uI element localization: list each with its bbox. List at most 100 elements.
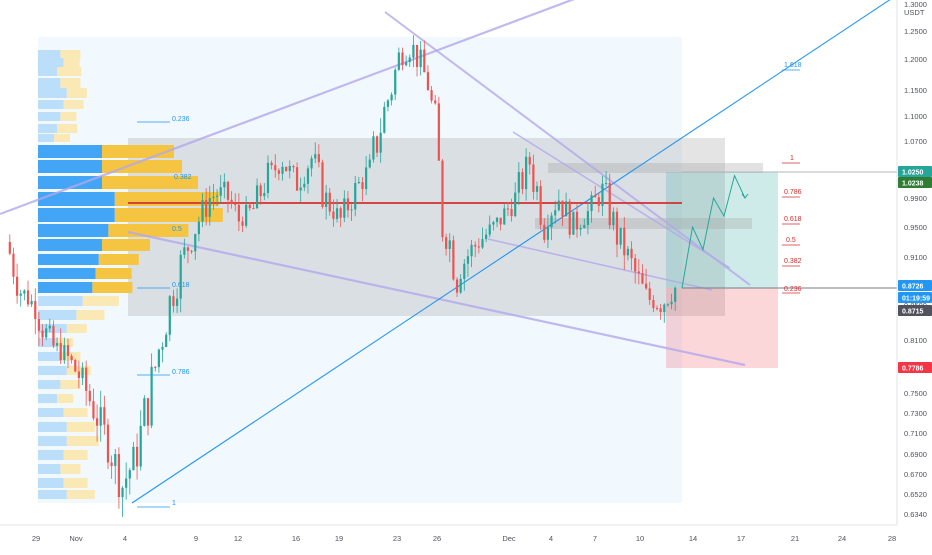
candle-body [212,196,215,199]
stop-zone-box[interactable] [666,288,778,368]
candle [470,240,473,268]
candle-body [139,425,142,467]
candle-body [230,199,233,204]
candle-body [557,200,560,211]
price-tick-label: 0.6520 [904,490,927,499]
volume-profile-bar-sell [60,112,77,121]
volume-profile-bar-sell [66,88,87,98]
time-axis[interactable]: 29 Nov 4 9 12 16 19 23 26 Dec 4 7 10 14 17 21 24 28 [0,524,932,550]
candle [154,366,157,372]
candle-body [303,183,306,188]
price-axis[interactable]: USDT 1.3000 1.2500 1.2000 1.1500 1.1000 1.070… [896,0,932,525]
wedge-upper-line[interactable] [0,0,585,216]
candle-body [390,94,393,101]
fib-left-label-05: 0.5 [172,226,182,233]
volume-profile-bar-sell [66,324,87,333]
candle [266,155,270,199]
candle-body [332,211,335,219]
candle [546,214,550,249]
candle-body [586,211,590,225]
time-tick-label: 14 [689,534,697,543]
candle-body [488,224,491,235]
candle [270,160,273,170]
price-tick-label: 0.9500 [904,223,927,232]
candle [146,397,150,436]
candle-body [394,69,397,95]
ascending-trendline[interactable] [131,0,897,504]
candle-body [383,106,386,133]
candle-body [37,319,41,331]
candle [535,181,539,201]
candle [143,395,146,427]
candle-body [55,343,59,346]
candle [572,211,575,235]
volume-profile-bar-buy [38,78,61,88]
candle-body [179,254,182,299]
candle-body [226,181,230,200]
projection-path[interactable] [681,174,749,289]
volume-profile-bar-sell [102,176,198,189]
candle-body [408,57,411,63]
candle [499,217,502,231]
candle-body [357,182,360,184]
candle-body [637,271,640,274]
fib-right-label-0236: 0.236 [784,286,802,293]
candle [452,235,455,281]
target-zone-box[interactable] [666,172,778,288]
candle-body [561,200,564,217]
fib-retracement-right[interactable]: 1 0.786 0.618 0.5 0.382 0.236 [782,155,802,294]
candle [194,233,197,260]
candle-body [459,278,462,293]
candle [66,338,70,369]
candle-body [350,209,353,211]
candle-body [314,154,317,159]
candle [23,289,26,301]
candle-body [223,181,226,188]
candle-body [34,300,37,320]
wedge-lower-line[interactable] [127,230,746,367]
candle [485,228,488,243]
candle [401,47,404,71]
volume-profile [38,50,223,499]
fib-left-label-0786: 0.786 [172,369,190,376]
price-tick-label: 1.2000 [904,55,927,64]
candle-body [215,195,219,197]
channel-lower-line[interactable] [487,238,713,291]
candle [201,193,204,228]
candle [448,233,451,263]
candle [52,320,55,349]
volume-profile-bar-buy [38,464,61,474]
candle [612,207,615,231]
candle-body [354,182,357,210]
channel-upper-line[interactable] [512,131,731,269]
candle [565,192,568,217]
candle-body [641,273,644,284]
candlestick-series[interactable] [8,35,677,517]
candle-body [190,250,193,252]
price-badge-label: 1.0238 [902,181,924,188]
candle-body [343,198,346,218]
volume-profile-bar-sell [57,338,74,347]
time-tick-label: 17 [737,534,745,543]
candle-body [48,325,51,329]
candle-body [88,390,91,402]
volume-profile-bar-sell [102,160,182,173]
price-tick-label: 1.1500 [904,86,927,95]
candle [281,161,284,181]
candle-body [608,182,611,226]
resistance-band-mid [535,218,752,229]
volume-profile-bar-buy [38,282,93,293]
descending-trendline[interactable] [384,11,751,286]
candle-body [12,253,15,277]
candle-body [666,304,670,306]
time-tick-label: 12 [234,534,242,543]
candle [375,135,379,158]
candle [41,324,44,347]
candle-body [15,276,19,296]
time-tick-label: 24 [838,534,846,543]
candle [350,204,353,222]
candle [168,295,171,342]
candle-body [175,298,179,306]
